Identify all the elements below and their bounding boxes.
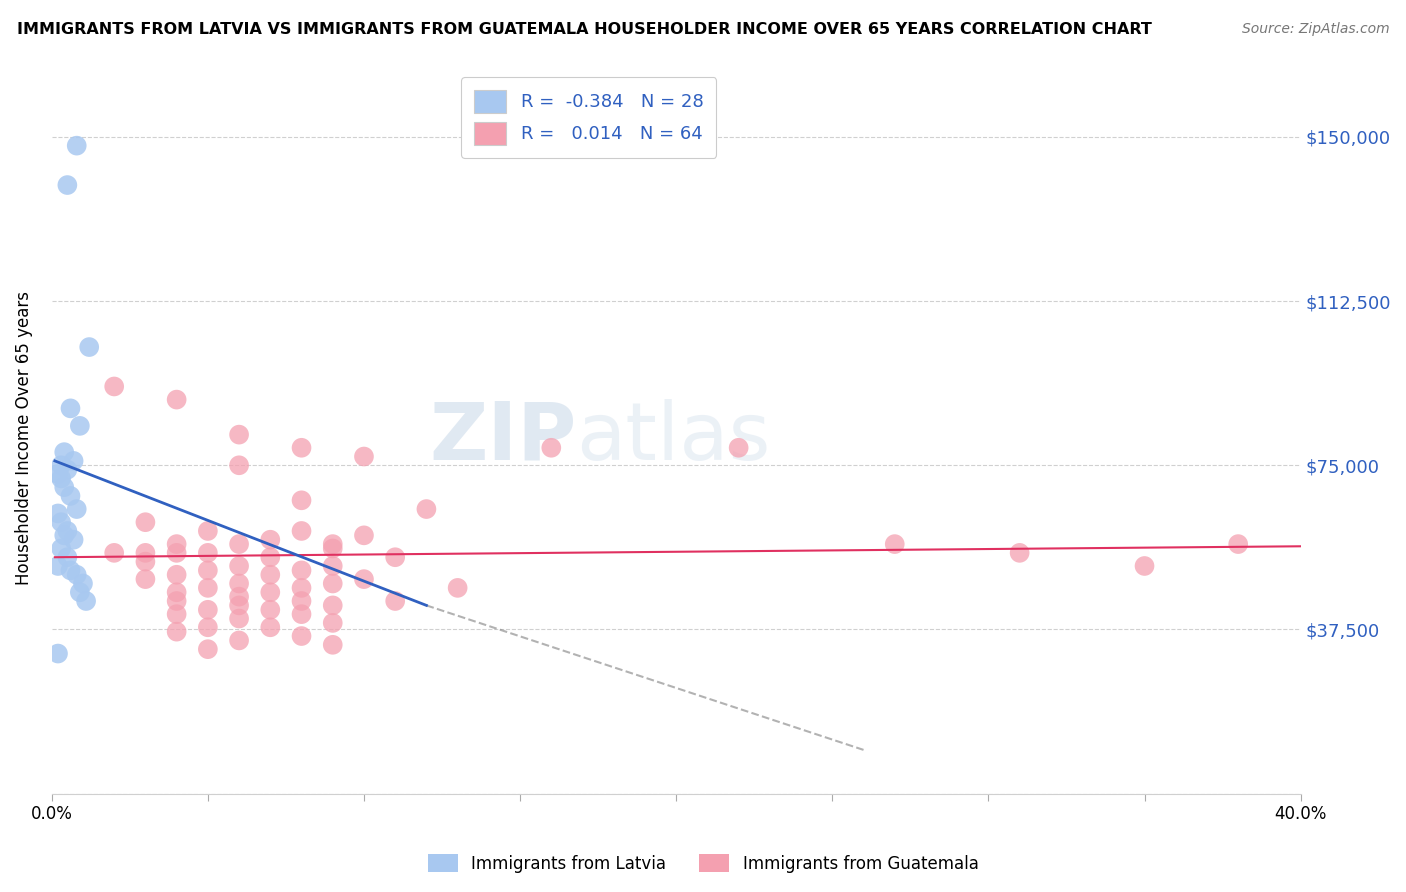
Point [290, 594, 312, 608]
Point [56, 524, 79, 538]
Text: IMMIGRANTS FROM LATVIA VS IMMIGRANTS FROM GUATEMALA HOUSEHOLDER INCOME OVER 65 Y: IMMIGRANTS FROM LATVIA VS IMMIGRANTS FRO… [17, 22, 1152, 37]
Point [166, 624, 188, 639]
Point [228, 590, 250, 604]
Point [134, 515, 156, 529]
Point [72, 576, 94, 591]
Point [290, 563, 312, 577]
Point [103, 379, 125, 393]
Point [259, 585, 281, 599]
Point [69, 418, 91, 433]
Legend: Immigrants from Latvia, Immigrants from Guatemala: Immigrants from Latvia, Immigrants from … [420, 847, 986, 880]
Point [259, 550, 281, 565]
Point [1227, 537, 1250, 551]
Point [53, 445, 76, 459]
Point [66, 502, 89, 516]
Point [197, 581, 219, 595]
Point [62, 533, 84, 547]
Point [228, 427, 250, 442]
Point [134, 572, 156, 586]
Point [56, 178, 79, 192]
Point [446, 581, 468, 595]
Point [322, 615, 344, 630]
Point [197, 603, 219, 617]
Point [883, 537, 905, 551]
Point [66, 138, 89, 153]
Point [259, 620, 281, 634]
Point [197, 642, 219, 657]
Point [727, 441, 749, 455]
Point [75, 594, 97, 608]
Point [384, 550, 406, 565]
Point [228, 458, 250, 473]
Point [197, 620, 219, 634]
Point [353, 450, 375, 464]
Point [322, 541, 344, 556]
Point [49, 471, 72, 485]
Point [53, 528, 76, 542]
Point [62, 454, 84, 468]
Point [166, 607, 188, 622]
Point [197, 546, 219, 560]
Point [228, 537, 250, 551]
Point [46, 507, 69, 521]
Point [228, 633, 250, 648]
Point [166, 546, 188, 560]
Point [66, 567, 89, 582]
Point [322, 638, 344, 652]
Point [415, 502, 437, 516]
Point [290, 607, 312, 622]
Point [322, 599, 344, 613]
Point [166, 392, 188, 407]
Point [259, 567, 281, 582]
Text: Source: ZipAtlas.com: Source: ZipAtlas.com [1241, 22, 1389, 37]
Point [134, 555, 156, 569]
Point [259, 533, 281, 547]
Point [46, 647, 69, 661]
Point [49, 515, 72, 529]
Point [384, 594, 406, 608]
Text: ZIP: ZIP [429, 399, 576, 477]
Point [166, 585, 188, 599]
Point [540, 441, 562, 455]
Point [322, 576, 344, 591]
Point [1008, 546, 1031, 560]
Point [290, 493, 312, 508]
Point [197, 563, 219, 577]
Point [197, 524, 219, 538]
Point [166, 537, 188, 551]
Point [166, 594, 188, 608]
Point [290, 629, 312, 643]
Point [46, 559, 69, 574]
Point [228, 599, 250, 613]
Point [1133, 559, 1156, 574]
Point [56, 550, 79, 565]
Point [103, 546, 125, 560]
Point [77, 340, 100, 354]
Point [53, 480, 76, 494]
Point [259, 603, 281, 617]
Point [228, 576, 250, 591]
Point [290, 524, 312, 538]
Point [290, 441, 312, 455]
Point [59, 489, 82, 503]
Point [353, 572, 375, 586]
Point [59, 401, 82, 416]
Point [49, 541, 72, 556]
Point [353, 528, 375, 542]
Point [322, 537, 344, 551]
Text: atlas: atlas [576, 399, 770, 477]
Legend: R =  -0.384   N = 28, R =   0.014   N = 64: R = -0.384 N = 28, R = 0.014 N = 64 [461, 77, 716, 158]
Point [228, 611, 250, 625]
Point [290, 581, 312, 595]
Point [166, 567, 188, 582]
Point [322, 559, 344, 574]
Y-axis label: Householder Income Over 65 years: Householder Income Over 65 years [15, 291, 32, 585]
Point [46, 467, 69, 481]
Point [49, 458, 72, 473]
Point [59, 563, 82, 577]
Point [228, 559, 250, 574]
Point [69, 585, 91, 599]
Point [56, 463, 79, 477]
Point [134, 546, 156, 560]
